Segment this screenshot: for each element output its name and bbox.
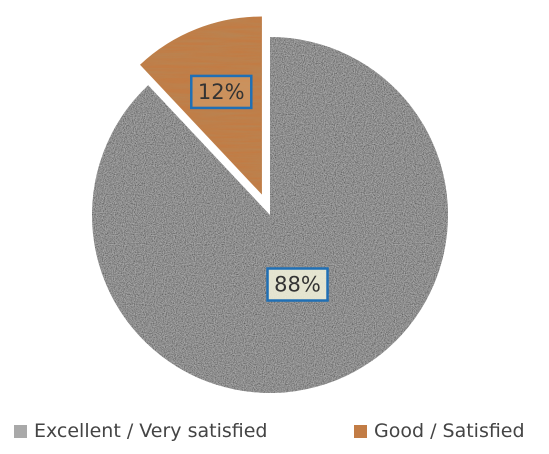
data-label-excellent-text: 88% [274, 273, 321, 297]
legend: Excellent / Very satisfied Good / Satisf… [0, 420, 549, 450]
pie-slice-excellent [91, 37, 448, 393]
data-label-good-text: 12% [198, 80, 245, 104]
data-label-excellent: 88% [266, 267, 329, 302]
legend-label-good: Good / Satisfied [374, 420, 525, 442]
legend-item-excellent: Excellent / Very satisfied [14, 420, 267, 442]
data-label-good-box [190, 74, 253, 110]
legend-item-good: Good / Satisfied [354, 420, 525, 442]
data-label-excellent-box [266, 267, 329, 302]
legend-label-excellent: Excellent / Very satisfied [34, 420, 268, 442]
data-label-good: 12% [190, 74, 253, 110]
legend-swatch-excellent [14, 424, 27, 438]
legend-swatch-good [354, 424, 367, 438]
